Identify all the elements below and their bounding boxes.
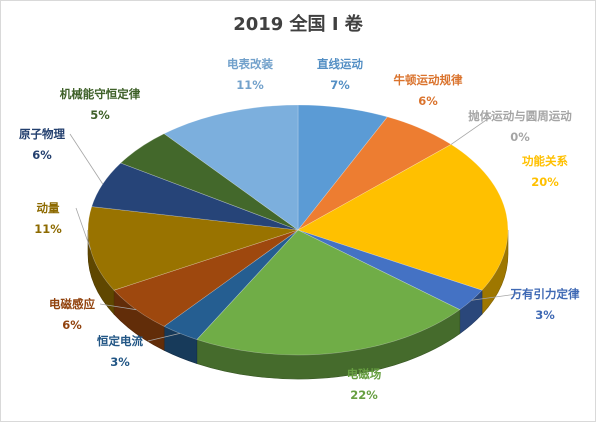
data-label-value-6: 3%: [110, 355, 130, 369]
pie-top-layer: [87, 104, 509, 356]
data-label-name-8: 动量: [37, 201, 60, 215]
slice-9: [91, 162, 299, 231]
slice-1: [297, 116, 452, 231]
data-label-value-11: 11%: [236, 78, 264, 92]
data-label-name-6: 恒定电流: [97, 334, 143, 348]
leader-line-4: [471, 293, 518, 301]
data-label-value-8: 11%: [34, 222, 62, 236]
slice-5: [196, 229, 461, 356]
leader-line-8: [75, 207, 91, 250]
slice-4: [297, 229, 483, 311]
leader-line-6: [147, 332, 181, 342]
data-label-name-4: 万有引力定律: [510, 287, 580, 301]
slice-11: [163, 104, 299, 231]
data-label-name-3: 功能关系: [522, 154, 568, 168]
leader-line-7: [99, 303, 137, 311]
data-label-name-11: 电表改装: [227, 57, 273, 71]
slice-7: [113, 229, 299, 327]
slice-8: [87, 206, 299, 291]
data-label-value-4: 3%: [535, 308, 555, 322]
slice-0: [297, 104, 388, 231]
data-label-name-1: 牛顿运动规律: [394, 73, 463, 87]
chart-title: 2019 全国 I 卷: [233, 14, 363, 35]
data-label-value-2: 0%: [510, 130, 530, 144]
data-label-name-10: 机械能守恒定律: [60, 87, 141, 101]
data-label-value-3: 20%: [531, 175, 559, 189]
data-label-value-0: 7%: [330, 78, 350, 92]
data-labels: 直线运动 7% 牛顿运动规律 6% 抛体运动与圆周运动 0% 功能关系 20% 万有引力定律 3%…: [19, 57, 580, 402]
data-label-value-1: 6%: [418, 94, 438, 108]
data-label-name-0: 直线运动: [317, 57, 363, 71]
data-label-value-7: 6%: [62, 318, 82, 332]
data-label-name-2: 抛体运动与圆周运动: [468, 109, 572, 123]
slice-10: [120, 133, 299, 231]
data-label-value-5: 22%: [350, 388, 378, 402]
leader-lines: [69, 115, 518, 342]
data-label-value-9: 6%: [32, 148, 52, 162]
slice-6: [163, 229, 299, 340]
data-label-name-5: 电磁场: [347, 367, 382, 381]
data-label-value-10: 5%: [90, 108, 110, 122]
leader-line-2: [450, 115, 493, 145]
data-label-name-9: 原子物理: [19, 127, 65, 141]
leader-line-9: [69, 133, 104, 185]
data-label-name-7: 电磁感应: [49, 297, 95, 311]
slice-3: [297, 144, 509, 291]
